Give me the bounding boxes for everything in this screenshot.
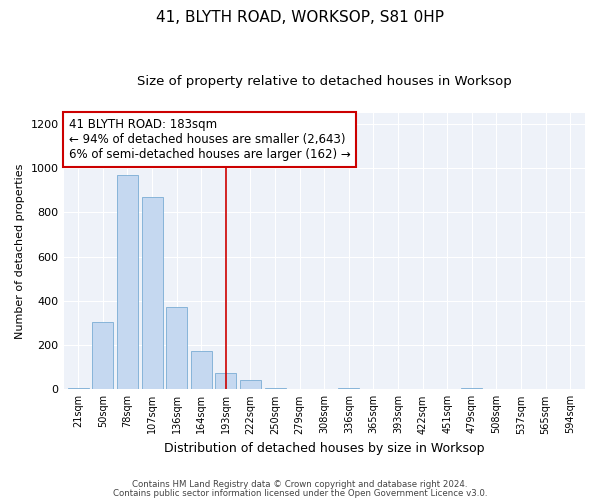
Y-axis label: Number of detached properties: Number of detached properties: [15, 164, 25, 338]
Bar: [461, 388, 482, 390]
X-axis label: Distribution of detached houses by size in Worksop: Distribution of detached houses by size …: [164, 442, 485, 455]
Bar: [166, 308, 187, 390]
Text: 41, BLYTH ROAD, WORKSOP, S81 0HP: 41, BLYTH ROAD, WORKSOP, S81 0HP: [156, 10, 444, 25]
Bar: [68, 388, 89, 390]
Bar: [117, 174, 138, 390]
Title: Size of property relative to detached houses in Worksop: Size of property relative to detached ho…: [137, 75, 512, 88]
Bar: [265, 388, 286, 390]
Text: 41 BLYTH ROAD: 183sqm
← 94% of detached houses are smaller (2,643)
6% of semi-de: 41 BLYTH ROAD: 183sqm ← 94% of detached …: [69, 118, 350, 162]
Bar: [215, 372, 236, 390]
Bar: [338, 388, 359, 390]
Text: Contains HM Land Registry data © Crown copyright and database right 2024.: Contains HM Land Registry data © Crown c…: [132, 480, 468, 489]
Text: Contains public sector information licensed under the Open Government Licence v3: Contains public sector information licen…: [113, 488, 487, 498]
Bar: [191, 350, 212, 390]
Bar: [142, 197, 163, 390]
Bar: [92, 322, 113, 390]
Bar: [240, 380, 261, 390]
